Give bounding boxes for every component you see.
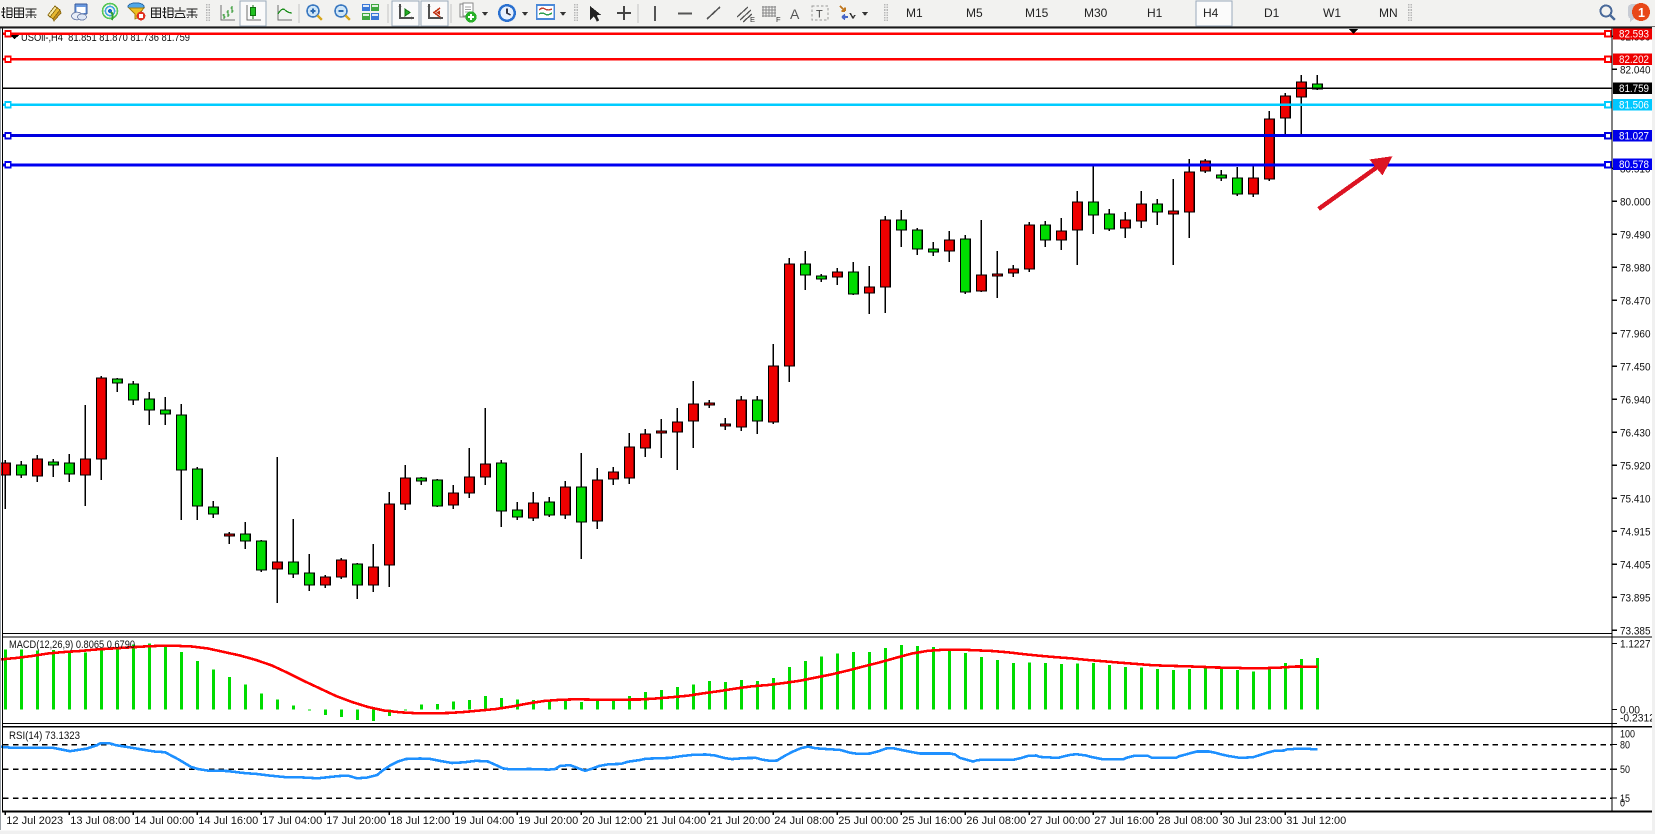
svg-text:0: 0 (1620, 798, 1625, 810)
svg-text:W1: W1 (1323, 6, 1341, 20)
svg-text:73.895: 73.895 (1620, 592, 1651, 604)
svg-text:RSI(14) 73.1323: RSI(14) 73.1323 (9, 730, 80, 742)
svg-text:E: E (750, 15, 755, 24)
svg-text:80.000: 80.000 (1620, 196, 1651, 208)
svg-text:77.960: 77.960 (1620, 328, 1651, 340)
svg-text:M5: M5 (966, 6, 983, 20)
svg-text:80: 80 (1620, 740, 1630, 752)
svg-text:14 Jul 16:00: 14 Jul 16:00 (198, 815, 258, 827)
svg-text:82.593: 82.593 (1619, 29, 1649, 41)
svg-text:78.470: 78.470 (1620, 295, 1651, 307)
svg-text:27 Jul 16:00: 27 Jul 16:00 (1094, 815, 1154, 827)
svg-text:50: 50 (1620, 764, 1630, 776)
svg-text:T: T (816, 9, 823, 21)
svg-text:74.915: 74.915 (1620, 526, 1651, 538)
svg-text:30 Jul 23:00: 30 Jul 23:00 (1222, 815, 1282, 827)
svg-text:75.410: 75.410 (1620, 493, 1651, 505)
svg-text:21 Jul 04:00: 21 Jul 04:00 (646, 815, 706, 827)
svg-text:MN: MN (1379, 6, 1398, 20)
svg-text:M1: M1 (906, 6, 923, 20)
svg-text:F: F (776, 15, 781, 24)
svg-text:100: 100 (1620, 729, 1635, 741)
svg-text:82.202: 82.202 (1619, 54, 1649, 66)
svg-text:D1: D1 (1264, 6, 1280, 20)
svg-text:A: A (790, 6, 800, 22)
svg-text:24 Jul 08:00: 24 Jul 08:00 (774, 815, 834, 827)
svg-text:USOil-,H4 81.851 81.870 81.73: USOil-,H4 81.851 81.870 81.736 81.759 (21, 32, 190, 44)
svg-text:12 Jul 2023: 12 Jul 2023 (6, 815, 63, 827)
svg-text:H4: H4 (1203, 6, 1219, 20)
svg-text:M15: M15 (1025, 6, 1049, 20)
svg-text:1: 1 (1638, 6, 1645, 20)
svg-text:25 Jul 16:00: 25 Jul 16:00 (902, 815, 962, 827)
svg-text:MACD(12,26,9) 0.8065 0.6790: MACD(12,26,9) 0.8065 0.6790 (9, 639, 135, 651)
svg-text:78.980: 78.980 (1620, 262, 1651, 274)
svg-text:18 Jul 12:00: 18 Jul 12:00 (390, 815, 450, 827)
svg-text:76.430: 76.430 (1620, 427, 1651, 439)
svg-text:13 Jul 08:00: 13 Jul 08:00 (70, 815, 130, 827)
svg-text:25 Jul 00:00: 25 Jul 00:00 (838, 815, 898, 827)
svg-text:82.040: 82.040 (1620, 64, 1651, 76)
svg-text:81.027: 81.027 (1619, 131, 1649, 143)
svg-text:14 Jul 00:00: 14 Jul 00:00 (134, 815, 194, 827)
svg-text:73.385: 73.385 (1620, 625, 1651, 637)
svg-text:81.506: 81.506 (1619, 100, 1649, 112)
svg-text:26 Jul 08:00: 26 Jul 08:00 (966, 815, 1026, 827)
svg-text:19 Jul 20:00: 19 Jul 20:00 (518, 815, 578, 827)
svg-text:20 Jul 12:00: 20 Jul 12:00 (582, 815, 642, 827)
svg-text:80.578: 80.578 (1619, 159, 1649, 171)
svg-text:75.920: 75.920 (1620, 460, 1651, 472)
svg-text:74.405: 74.405 (1620, 559, 1651, 571)
svg-text:15: 15 (1620, 793, 1630, 805)
svg-text:77.450: 77.450 (1620, 361, 1651, 373)
svg-text:0.00: 0.00 (1620, 704, 1640, 716)
svg-text:79.490: 79.490 (1620, 229, 1651, 241)
svg-text:M30: M30 (1084, 6, 1108, 20)
svg-text:76.940: 76.940 (1620, 394, 1651, 406)
svg-text:28 Jul 08:00: 28 Jul 08:00 (1158, 815, 1218, 827)
svg-text:H1: H1 (1147, 6, 1163, 20)
svg-text:31 Jul 12:00: 31 Jul 12:00 (1286, 815, 1346, 827)
svg-text:81.759: 81.759 (1619, 83, 1649, 95)
svg-text:1.1227: 1.1227 (1620, 639, 1651, 651)
svg-text:21 Jul 20:00: 21 Jul 20:00 (710, 815, 770, 827)
svg-text:-0.2312: -0.2312 (1620, 712, 1655, 724)
svg-text:27 Jul 00:00: 27 Jul 00:00 (1030, 815, 1090, 827)
svg-text:19 Jul 04:00: 19 Jul 04:00 (454, 815, 514, 827)
svg-text:17 Jul 04:00: 17 Jul 04:00 (262, 815, 322, 827)
svg-text:17 Jul 20:00: 17 Jul 20:00 (326, 815, 386, 827)
